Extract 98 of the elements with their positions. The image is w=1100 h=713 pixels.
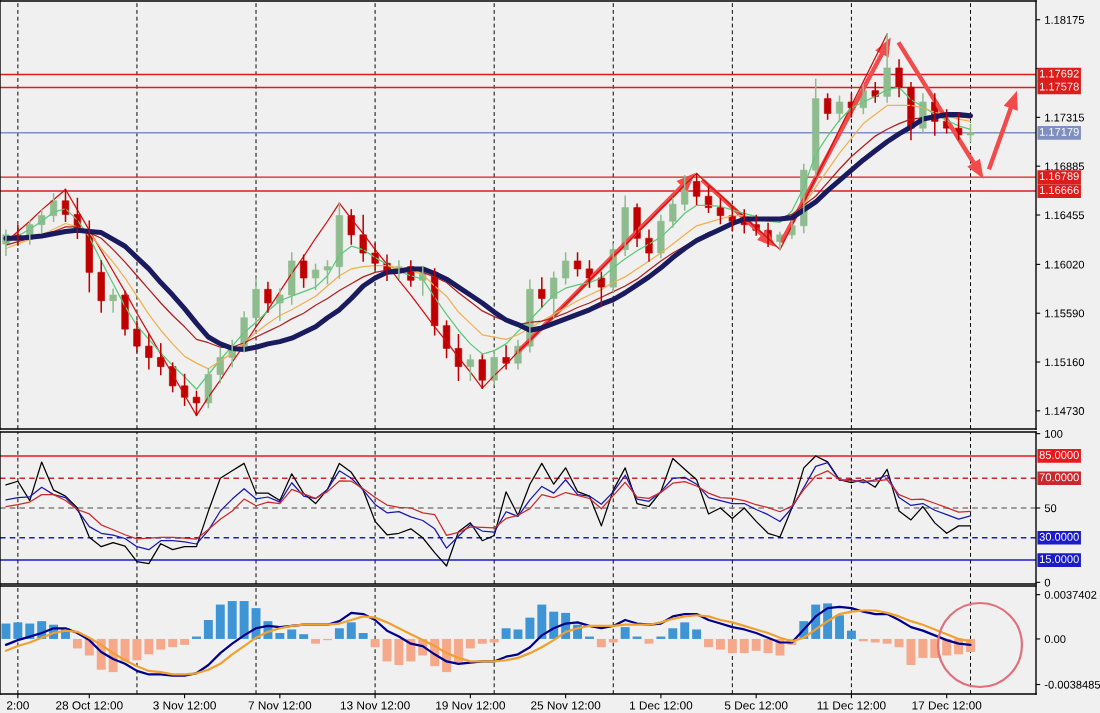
ref-line-label: 1.17179 [1039, 127, 1079, 136]
y-tick-label: 1.15590 [1045, 309, 1085, 318]
bar [918, 638, 928, 658]
candlestick [300, 254, 308, 288]
bar [144, 638, 154, 655]
bar [882, 638, 892, 644]
x-tick-label: 1 Dec 12:00 [629, 701, 693, 710]
x-tick-label: 2:00 [6, 701, 29, 710]
bar [227, 601, 237, 639]
y-tick-label: 1.17315 [1045, 113, 1085, 122]
bar [846, 630, 856, 639]
ref-line-label: 1.16789 [1039, 172, 1079, 181]
y-tick-label: 0.0037402 [1044, 590, 1097, 599]
y-tick-label: 0 [1044, 578, 1051, 587]
bar [394, 638, 404, 665]
bar [537, 604, 547, 639]
bar [501, 628, 511, 639]
bar [370, 638, 380, 648]
candlestick [192, 390, 201, 417]
y-tick-label: 50 [1044, 504, 1057, 513]
bar [763, 638, 773, 654]
y-tick-label: 100 [1045, 429, 1063, 438]
x-tick-label: 25 Nov 12:00 [531, 701, 601, 710]
x-tick-label: 5 Dec 12:00 [724, 701, 788, 710]
bar [358, 633, 368, 639]
candlestick [550, 271, 558, 319]
y-tick-label: -0.0038485 [1044, 680, 1100, 689]
ref-line-label: 70.0000 [1039, 473, 1079, 482]
candlestick [335, 202, 343, 279]
bar [835, 615, 844, 639]
bar [168, 638, 178, 648]
bar [132, 638, 142, 661]
bar [477, 638, 487, 644]
bar [644, 638, 654, 644]
bar [692, 629, 702, 639]
line-series [5, 462, 972, 551]
bar [239, 601, 249, 639]
bar [180, 638, 190, 645]
bar [334, 628, 344, 639]
y-tick-label: 1.18175 [1045, 16, 1085, 24]
candlestick [562, 252, 570, 285]
candlestick [812, 78, 820, 177]
bar [203, 619, 213, 639]
bar [299, 634, 309, 639]
x-tick-label: 11 Dec 12:00 [817, 701, 886, 710]
candlestick [573, 252, 582, 277]
candlestick [109, 288, 117, 313]
bar [715, 638, 725, 650]
ref-line-label: 1.16666 [1039, 186, 1079, 195]
bar [906, 638, 916, 665]
ref-line-label: 85.0000 [1039, 451, 1079, 459]
candlestick [693, 172, 701, 205]
candlestick [597, 271, 605, 308]
x-tick-label: 28 Oct 12:00 [56, 701, 123, 710]
candlestick [145, 334, 153, 370]
ref-line-label: 15.0000 [1039, 555, 1079, 564]
y-tick-label: 1.16020 [1045, 260, 1085, 269]
bar [215, 604, 225, 639]
y-tick-label: 1.16885 [1045, 162, 1085, 171]
bar [346, 622, 356, 639]
y-tick-label: 1.16455 [1045, 211, 1085, 220]
candlestick [835, 95, 844, 123]
ref-line-label: 30.0000 [1039, 532, 1079, 541]
bar [751, 638, 761, 651]
x-tick-label: 19 Nov 12:00 [436, 701, 506, 710]
y-tick-label: 1.14730 [1045, 407, 1085, 415]
bar [465, 638, 475, 649]
bar [668, 628, 678, 639]
bar [680, 622, 690, 639]
candlestick [478, 354, 486, 389]
bar [287, 629, 297, 639]
bar [72, 638, 82, 649]
candlestick [823, 93, 832, 120]
x-tick-label: 13 Nov 12:00 [340, 701, 410, 710]
bar [620, 627, 630, 639]
bar [1, 623, 11, 639]
x-tick-label: 17 Dec 12:00 [912, 701, 982, 710]
ref-line-label: 1.17578 [1039, 82, 1079, 91]
x-tick-label: 3 Nov 12:00 [153, 701, 216, 710]
y-tick-label: 0.00 [1044, 635, 1066, 644]
x-tick-label: 7 Nov 12:00 [248, 701, 312, 710]
bar [311, 638, 321, 644]
bar [513, 629, 523, 639]
candlestick [323, 260, 332, 285]
bar [13, 622, 23, 639]
bar [156, 638, 166, 650]
bar [704, 638, 713, 648]
ref-line-label: 1.17692 [1039, 69, 1079, 78]
bar [727, 638, 737, 654]
bar [525, 617, 535, 639]
bar [275, 633, 285, 639]
bar [596, 638, 606, 648]
candlestick [311, 263, 320, 291]
bar [739, 638, 749, 654]
y-tick-label: 1.15160 [1045, 358, 1085, 367]
bar [894, 638, 904, 648]
candlestick [466, 354, 474, 381]
candlestick [347, 209, 355, 245]
